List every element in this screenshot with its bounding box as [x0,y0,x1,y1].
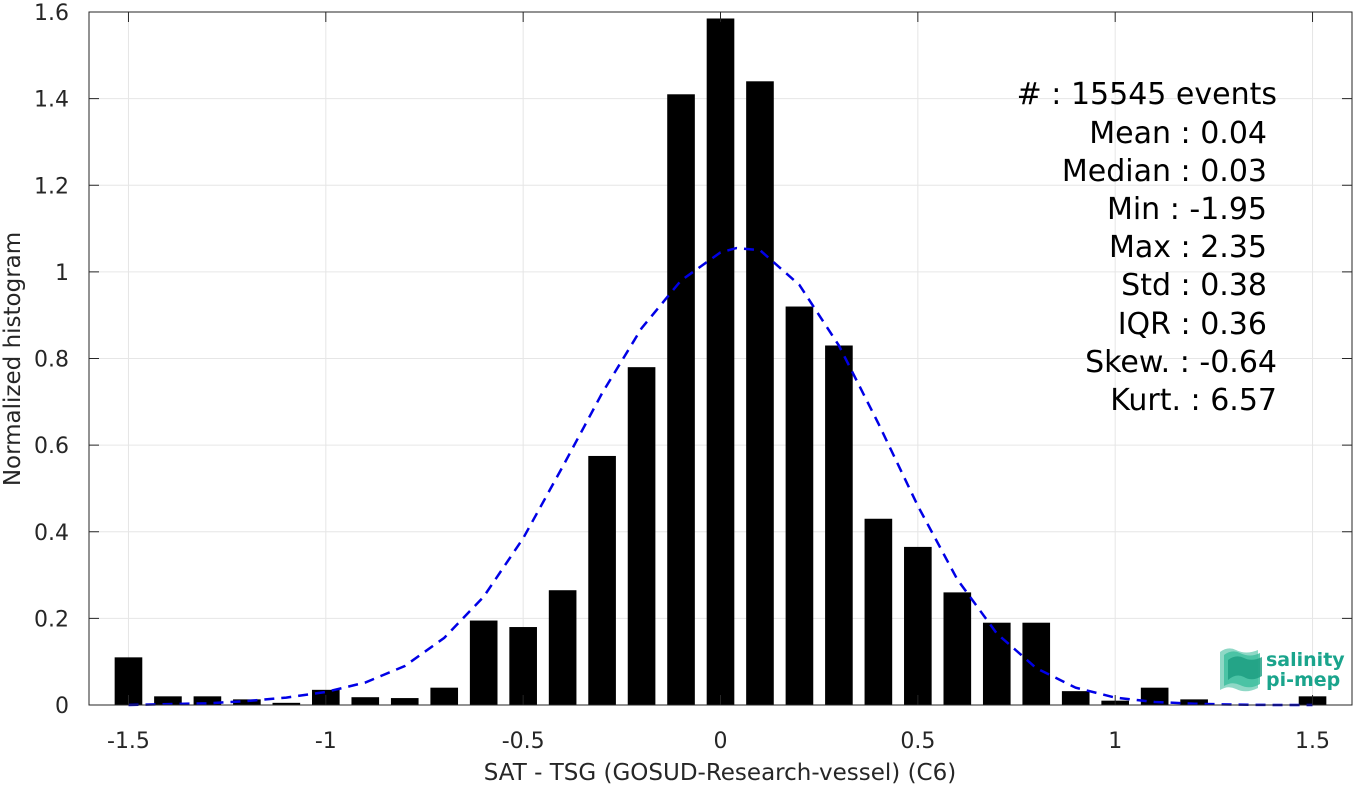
histogram-bar [982,622,1011,705]
stats-panel: # : 15545 events Mean : 0.04 Median : 0.… [1017,77,1277,418]
y-tick-label: 0.6 [34,434,69,459]
logo-text-line1: salinity [1266,649,1345,671]
histogram-bar [706,18,735,705]
stat-kurt: Kurt. : 6.57 [1110,383,1277,418]
x-tick-label: -0.5 [502,729,545,754]
y-tick-label: 1.2 [34,174,69,199]
x-tick-label: -1 [315,729,337,754]
salinity-pi-mep-logo: salinity pi-mep [1220,648,1345,692]
histogram-bar [193,696,222,705]
histogram-bar [272,702,301,705]
histogram-bar [667,94,695,705]
x-tick-label: 0 [714,729,728,754]
histogram-bar [785,306,814,705]
histogram-bar [1022,622,1051,705]
stat-min: Min : -1.95 [1107,192,1267,227]
stat-events: # : 15545 events [1017,77,1277,112]
y-tick-label: 0 [55,694,69,719]
stat-max: Max : 2.35 [1109,230,1267,265]
y-tick-label: 1 [55,261,69,286]
logo-text-line2: pi-mep [1266,669,1340,691]
y-axis-title: Normalized histogram [0,232,26,486]
x-tick-label: 1 [1108,729,1122,754]
x-tick-label: 1.5 [1295,729,1330,754]
stat-std: Std : 0.38 [1121,268,1267,303]
stat-mean: Mean : 0.04 [1089,116,1267,151]
histogram-bar [509,627,537,705]
bars [114,18,1327,706]
histogram-bar [233,699,261,705]
salinity-waves-icon [1220,648,1262,692]
tick-labels: -1.5 -1 -0.5 0 0.5 1 1.5 0 0.2 0.4 0.6 0.8 1 1.2 1.4 1.… [34,1,1330,754]
x-tick-label: -1.5 [107,729,150,754]
x-tick-label: 0.5 [900,729,935,754]
stat-median: Median : 0.03 [1062,154,1267,189]
y-tick-label: 0.2 [34,607,69,632]
histogram-bar [864,518,893,705]
y-tick-label: 1.6 [34,1,69,26]
histogram-bar [943,592,972,705]
histogram-bar [627,367,656,705]
histogram-bar [548,590,577,705]
histogram-bar [390,698,419,705]
histogram-bar [351,697,380,705]
histogram-bar [825,345,853,705]
histogram-bar [904,546,932,705]
stat-iqr: IQR : 0.36 [1118,307,1267,342]
fit-curve-group [128,246,1313,707]
histogram-bar [588,455,616,705]
histogram-bar [430,687,459,705]
y-tick-label: 0.8 [34,348,69,373]
x-axis-title: SAT - TSG (GOSUD-Research-vessel) (C6) [484,760,956,785]
histogram-bar [469,620,498,705]
y-tick-label: 0.4 [34,521,69,546]
stat-skew: Skew. : -0.64 [1085,345,1277,380]
histogram-bar [746,81,774,706]
axes [88,11,1353,706]
fit-curve [128,246,1313,707]
histogram-bar [1061,691,1090,705]
y-tick-label: 1.4 [34,88,69,113]
histogram-bar [154,696,182,705]
histogram-bar [1140,687,1169,705]
histogram-bar [1180,699,1208,705]
